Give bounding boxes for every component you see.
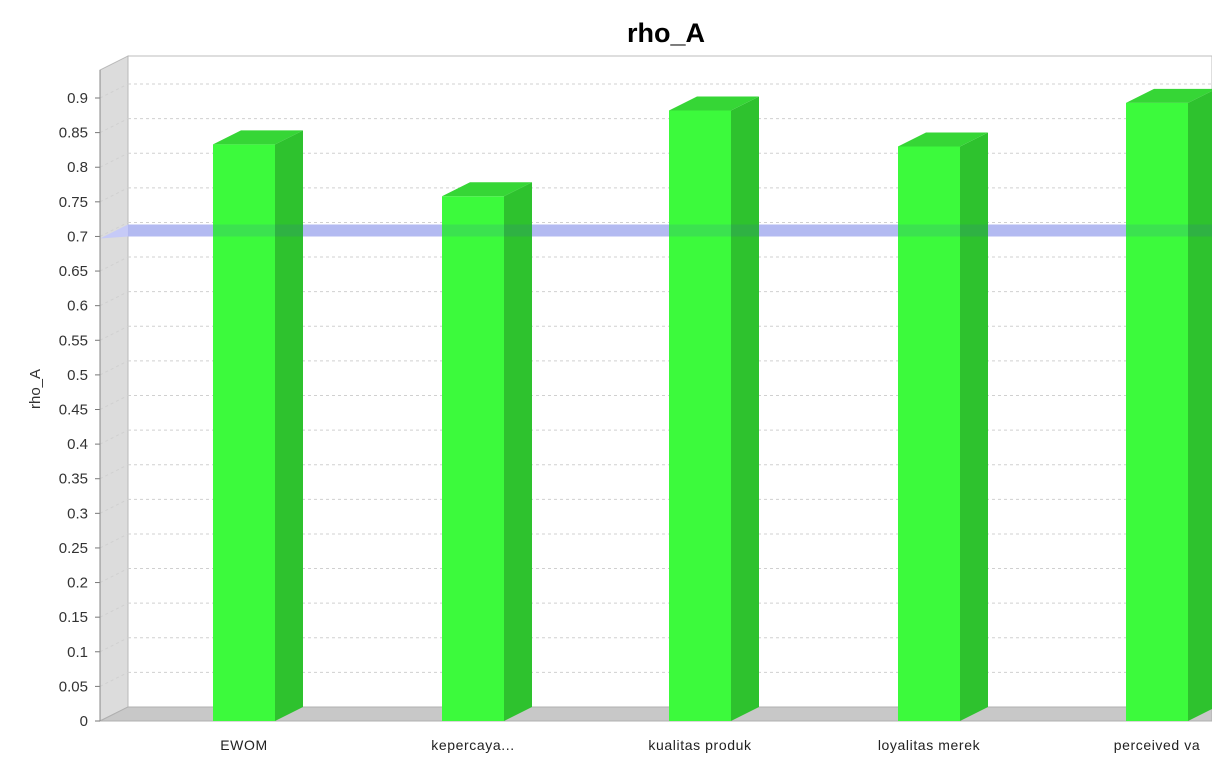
y-tick-label: 0.9 bbox=[67, 90, 88, 107]
y-tick-label: 0.1 bbox=[67, 644, 88, 661]
y-tick-label: 0.55 bbox=[59, 332, 88, 349]
x-tick-label: kepercaya... bbox=[431, 737, 514, 753]
grid-line-side bbox=[99, 256, 129, 272]
bar-side bbox=[960, 132, 988, 721]
y-tick-label: 0.35 bbox=[59, 471, 88, 488]
y-tick-label: 0.7 bbox=[67, 228, 88, 245]
grid-line-side bbox=[99, 360, 129, 376]
bar-front bbox=[442, 196, 504, 722]
y-tick-label: 0.2 bbox=[67, 575, 88, 592]
grid-line-side bbox=[99, 83, 129, 99]
bar-front bbox=[213, 144, 275, 721]
bar-side bbox=[504, 182, 532, 722]
y-tick-label: 0.85 bbox=[59, 125, 88, 142]
grid-line-side bbox=[99, 568, 129, 584]
x-tick-label: perceived va bbox=[1114, 737, 1201, 753]
grid-line-side bbox=[99, 395, 129, 410]
bar-front bbox=[1126, 102, 1188, 721]
bar-side bbox=[1188, 90, 1212, 721]
y-tick-label: 0.25 bbox=[59, 540, 88, 557]
grid-line-side bbox=[99, 118, 129, 134]
grid-line-side bbox=[99, 221, 129, 237]
grid-line-side bbox=[99, 152, 129, 168]
bar-top bbox=[1126, 88, 1212, 103]
y-tick-label: 0.75 bbox=[59, 194, 88, 211]
y-axis-title: rho_A bbox=[27, 369, 44, 409]
grid-line-side bbox=[99, 533, 129, 549]
grid-line-side bbox=[99, 602, 129, 618]
y-tick-label: 0 bbox=[80, 713, 88, 730]
plot-area: 0 0.05 0.1 0.15 0.2 0.25 0.3 0.35 0.4 0.45 0.5 0.55… bbox=[59, 55, 1212, 753]
x-tick-label: kualitas produk bbox=[648, 737, 752, 753]
grid-line-side bbox=[99, 325, 129, 341]
y-tick-label: 0.4 bbox=[67, 436, 88, 453]
x-tick-label: EWOM bbox=[220, 737, 268, 753]
y-tick-label: 0.5 bbox=[67, 367, 88, 384]
bar-front bbox=[898, 146, 960, 721]
grid-line-side bbox=[99, 464, 129, 480]
y-tick-label: 0.3 bbox=[67, 505, 88, 522]
grid-line-side bbox=[99, 429, 129, 445]
threshold-band-overlay bbox=[128, 224, 1212, 237]
bar-top bbox=[442, 182, 532, 197]
grid-line-side bbox=[99, 637, 129, 653]
bar-top bbox=[669, 96, 759, 111]
chart-title: rho_A bbox=[627, 18, 705, 48]
bar-side bbox=[731, 96, 759, 721]
bar-front bbox=[669, 110, 731, 721]
y-tick-label: 0.15 bbox=[59, 609, 88, 626]
y-tick-label: 0.05 bbox=[59, 678, 88, 695]
y-tick-label: 0.65 bbox=[59, 263, 88, 280]
bar-top bbox=[898, 132, 988, 147]
bar-top bbox=[213, 130, 303, 145]
grid-line-side bbox=[99, 498, 129, 514]
grid-line-side bbox=[99, 671, 129, 687]
y-tick-label: 0.45 bbox=[59, 402, 88, 419]
x-tick-label: loyalitas merek bbox=[878, 737, 981, 753]
bar-side bbox=[275, 130, 303, 721]
grid-line-side bbox=[99, 187, 129, 203]
grid-line-side bbox=[99, 291, 129, 307]
y-tick-label: 0.8 bbox=[67, 159, 88, 176]
y-tick-label: 0.6 bbox=[67, 298, 88, 315]
